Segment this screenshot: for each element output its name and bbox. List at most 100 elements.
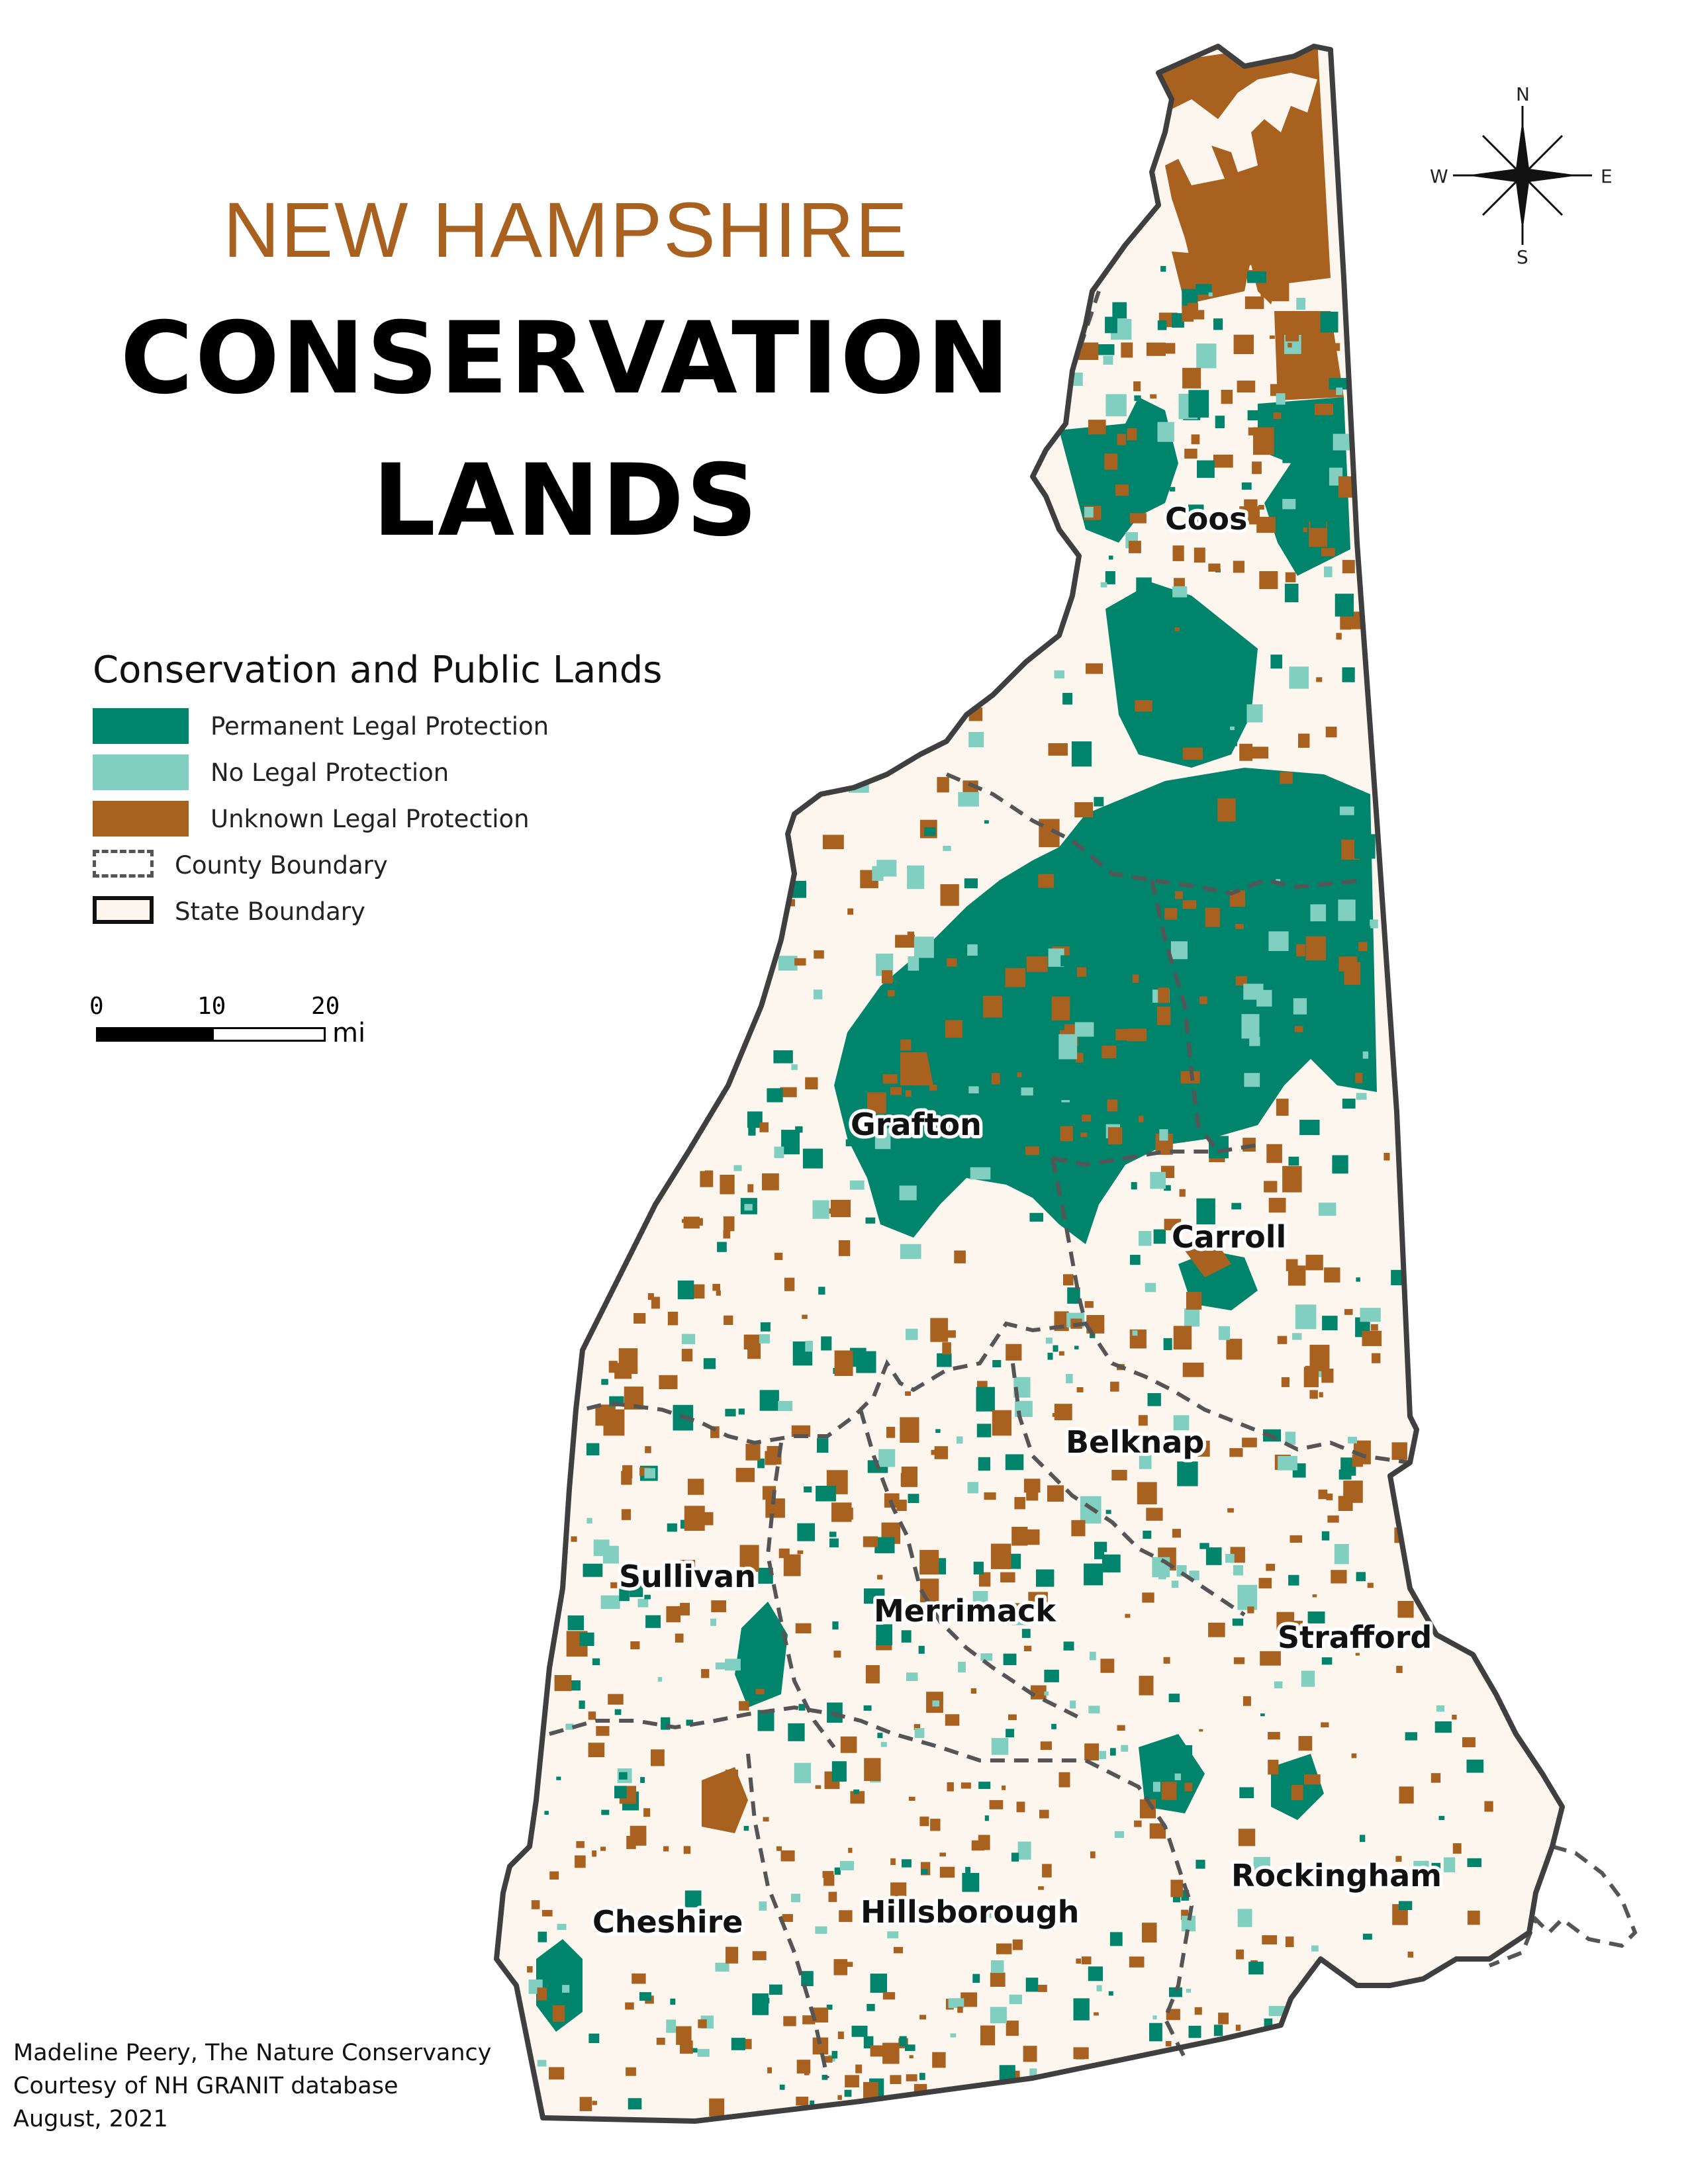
conservation-patch [1208,292,1213,296]
conservation-patch [1431,1862,1441,1872]
conservation-patch [1076,1387,1084,1392]
conservation-patch [1182,1362,1204,1377]
conservation-patch [1285,572,1296,582]
conservation-patch [1311,1945,1319,1952]
conservation-patch [1244,296,1264,309]
conservation-patch [579,1700,585,1709]
conservation-patch [1172,313,1184,328]
conservation-patch [791,1064,798,1070]
conservation-patch [1344,1308,1353,1315]
conservation-patch [1188,504,1204,526]
conservation-patch [1184,1308,1200,1327]
conservation-patch [902,1859,912,1868]
conservation-patch [864,1588,885,1604]
conservation-patch [556,1776,561,1780]
conservation-patch [978,1782,991,1790]
conservation-patch [847,908,854,915]
conservation-patch [1172,586,1188,598]
conservation-patch [1172,545,1184,561]
conservation-patch [1017,1072,1022,1077]
conservation-patch [683,1846,691,1854]
conservation-patch [1247,271,1266,283]
conservation-patch [792,880,806,898]
conservation-patch [901,1467,917,1487]
conservation-patch [1111,501,1117,508]
conservation-patch [675,1633,684,1643]
conservation-patch [1031,1685,1047,1700]
conservation-patch [1332,1977,1340,1987]
legend-swatch-no-legal [93,754,189,790]
conservation-patch [1248,747,1269,759]
conservation-patch [899,1185,917,1201]
conservation-patch [932,2052,946,2068]
conservation-patch [626,2067,636,2076]
conservation-patch [1192,310,1205,320]
conservation-patch [626,1836,636,1849]
conservation-patch [752,1993,769,2015]
conservation-patch [1174,627,1180,631]
conservation-patch [680,1559,696,1572]
credit-line-2: Courtesy of NH GRANIT database [13,2073,399,2099]
permanent-area-white-mountains [834,768,1377,1244]
conservation-patch [1444,1857,1456,1873]
conservation-patch [1115,1028,1128,1040]
conservation-patch [1067,1287,1080,1304]
conservation-patch [1173,1326,1192,1349]
conservation-patch [1321,1722,1329,1727]
conservation-patch [1333,433,1350,451]
compass-w: W [1430,165,1448,187]
conservation-patch [778,1400,793,1411]
conservation-patch [1229,1448,1243,1457]
conservation-patch [759,1334,770,1343]
conservation-patch [1288,1574,1299,1586]
conservation-patch [990,1960,1004,1974]
conservation-patch [781,1130,800,1155]
conservation-patch [1052,1413,1058,1417]
legend-label: County Boundary [175,851,388,880]
conservation-patch [1016,1801,1025,1813]
conservation-patch [1160,265,1166,272]
conservation-patch [1288,835,1306,852]
conservation-patch [1268,1731,1280,1740]
conservation-patch [991,1073,1000,1085]
conservation-patch [1172,1896,1181,1903]
conservation-patch [1075,1052,1084,1063]
conservation-patch [1166,2050,1183,2070]
title-line-3: LANDS [372,443,760,559]
conservation-patch [905,1090,912,1097]
county-label-hillsborough: Hillsborough [861,1894,1079,1930]
conservation-patch [915,1067,923,1073]
conservation-patch [1316,677,1323,682]
conservation-patch [1266,1144,1282,1163]
conservation-patch [1181,1915,1196,1932]
conservation-patch [1157,1006,1171,1025]
conservation-patch [1399,1901,1413,1910]
conservation-patch [1023,2046,1037,2062]
conservation-patch [1159,1129,1168,1141]
conservation-patch [1174,1773,1181,1780]
conservation-patch [1073,1998,1090,2021]
conservation-patch [647,1293,654,1300]
conservation-patch [1164,1185,1171,1191]
conservation-patch [1268,1759,1279,1775]
conservation-patch [1317,1002,1331,1017]
conservation-patch [600,1595,620,1610]
conservation-patch [774,1146,784,1158]
conservation-patch [1047,1485,1064,1502]
conservation-patch [823,2056,833,2063]
conservation-patch [1021,1629,1031,1638]
conservation-patch [747,1184,754,1193]
conservation-patch [794,958,806,966]
unknown-area-carroll [1185,1244,1231,1277]
conservation-patch [576,1841,585,1848]
conservation-patch [968,962,974,969]
conservation-patch [1205,907,1220,927]
conservation-patch [1314,404,1333,416]
conservation-patch [1129,541,1141,553]
conservation-patch [1355,1072,1363,1083]
conservation-patch [554,1675,572,1692]
conservation-patch [645,1446,651,1453]
conservation-patch [899,2036,907,2046]
conservation-patch [1282,455,1291,463]
conservation-patch [945,1714,960,1726]
